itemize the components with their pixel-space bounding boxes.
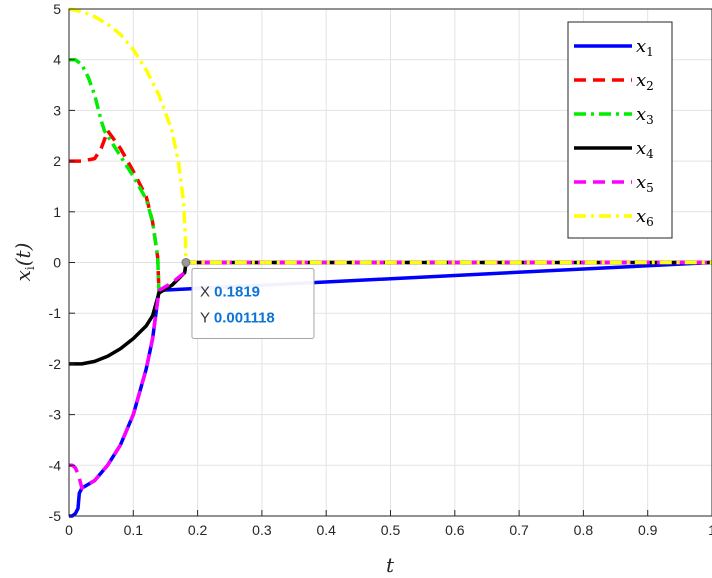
x-tick-label: 0.4 <box>316 522 336 538</box>
legend-item-x2: x2 <box>574 70 654 93</box>
x-tick-label: 0.2 <box>188 522 208 538</box>
legend-label: x3 <box>636 104 654 127</box>
y-axis-label: xi(t) <box>11 243 37 282</box>
datatip[interactable]: X 0.1819 Y 0.001118 <box>181 257 315 339</box>
legend-label: x4 <box>636 138 654 161</box>
x-tick-label: 1 <box>708 522 712 538</box>
legend-label: x5 <box>636 172 654 195</box>
x-tick-label: 0.6 <box>445 522 465 538</box>
y-tick-label: -1 <box>49 305 62 321</box>
y-tick-label: 3 <box>53 102 61 118</box>
legend-label: x6 <box>636 206 654 229</box>
legend: x1 x2 x3 x4 x5 x6 <box>567 21 673 239</box>
y-tick-label: -2 <box>49 356 62 372</box>
y-tick-label: -4 <box>49 457 62 473</box>
legend-item-x6: x6 <box>574 206 654 229</box>
datatip-box <box>191 267 315 339</box>
x-tick-label: 0.5 <box>381 522 401 538</box>
svg-text:xi(t): xi(t) <box>11 243 37 282</box>
axes-box <box>68 8 712 517</box>
y-tick-label: -3 <box>49 407 62 423</box>
datatip-marker[interactable] <box>181 257 191 267</box>
x-tick-label: 0.9 <box>638 522 658 538</box>
legend-item-x4: x4 <box>574 138 654 161</box>
legend-box <box>567 21 673 239</box>
x-tick-label: 0.3 <box>252 522 272 538</box>
x-tick-label: 0 <box>65 522 73 538</box>
y-tick-label: 1 <box>53 204 61 220</box>
y-tick-label: 4 <box>53 52 61 68</box>
series-line-x5 <box>69 260 712 490</box>
series-line-x6 <box>68 7 712 265</box>
y-tick-label: -5 <box>49 508 62 524</box>
series-line-x4 <box>69 260 712 366</box>
legend-item-x3: x3 <box>574 104 654 127</box>
legend-label: x1 <box>636 36 654 59</box>
legend-label: x2 <box>636 70 654 93</box>
series-lines <box>68 7 712 518</box>
legend-item-x5: x5 <box>574 172 654 195</box>
x-axis-label: t <box>386 553 395 577</box>
datatip-x-row: X 0.1819 <box>200 283 260 300</box>
y-tick-labels: -5 -4 -3 -2 -1 0 1 2 3 4 5 <box>49 1 62 524</box>
x-tick-label: 0.7 <box>509 522 529 538</box>
axes-frame <box>68 8 712 517</box>
y-tick-label: 5 <box>53 1 61 17</box>
y-tick-label: 0 <box>53 255 61 271</box>
x-tick-label: 0.8 <box>574 522 594 538</box>
datatip-y-row: Y 0.001118 <box>200 309 275 326</box>
x-tick-labels: 0 0.1 0.2 0.3 0.4 0.5 0.6 0.7 0.8 0.9 1 <box>65 522 712 538</box>
legend-item-x1: x1 <box>574 36 654 59</box>
x-tick-label: 0.1 <box>124 522 144 538</box>
y-tick-label: 2 <box>53 153 61 169</box>
